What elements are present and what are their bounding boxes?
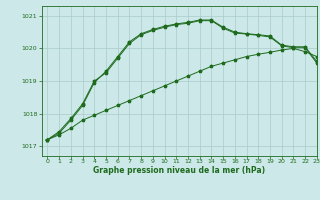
X-axis label: Graphe pression niveau de la mer (hPa): Graphe pression niveau de la mer (hPa): [93, 166, 265, 175]
